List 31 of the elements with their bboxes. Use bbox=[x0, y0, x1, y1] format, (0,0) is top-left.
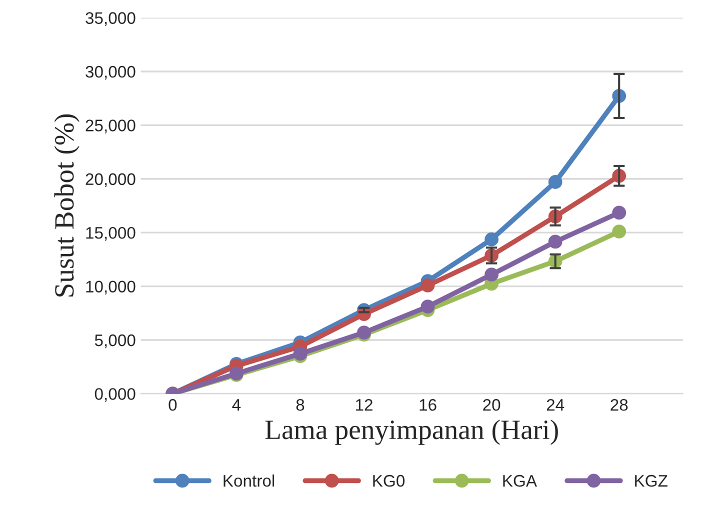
y-tick-label: 30,000 bbox=[86, 66, 136, 80]
legend-label: KGZ bbox=[635, 474, 668, 487]
y-tick-label: 35,000 bbox=[86, 12, 136, 26]
point bbox=[612, 224, 626, 238]
point bbox=[420, 300, 435, 314]
point bbox=[293, 346, 308, 361]
x-tick-label: 28 bbox=[610, 399, 628, 411]
x-tick-label: 4 bbox=[232, 399, 241, 411]
x-tick-label: 20 bbox=[483, 399, 500, 411]
y-tick-label: 20,000 bbox=[86, 173, 136, 188]
x-tick-label: 0 bbox=[168, 399, 177, 411]
x-tick-label: 8 bbox=[296, 399, 304, 411]
y-tick-label: 15,000 bbox=[86, 226, 136, 241]
point bbox=[612, 206, 626, 220]
point bbox=[548, 175, 562, 189]
point bbox=[548, 234, 562, 249]
point bbox=[420, 278, 435, 292]
y-tick-label: 5,000 bbox=[94, 334, 136, 348]
x-axis-title: Lama penyimpanan (Hari) bbox=[265, 420, 558, 445]
point bbox=[484, 232, 499, 246]
legend-label: KG0 bbox=[373, 474, 405, 487]
y-tick-label: 10,000 bbox=[86, 280, 136, 294]
y-tick-label: 25,000 bbox=[86, 120, 136, 134]
x-tick-label: 24 bbox=[546, 399, 564, 411]
legend-label: Kontrol bbox=[224, 474, 274, 487]
legend-label: KGA bbox=[503, 474, 538, 487]
x-tick-label: 12 bbox=[356, 399, 372, 411]
y-axis-title: Susut Bobot (%) bbox=[54, 114, 80, 296]
point bbox=[484, 268, 499, 282]
x-tick-label: 16 bbox=[420, 399, 436, 411]
y-tick-label: 0,000 bbox=[94, 388, 136, 402]
